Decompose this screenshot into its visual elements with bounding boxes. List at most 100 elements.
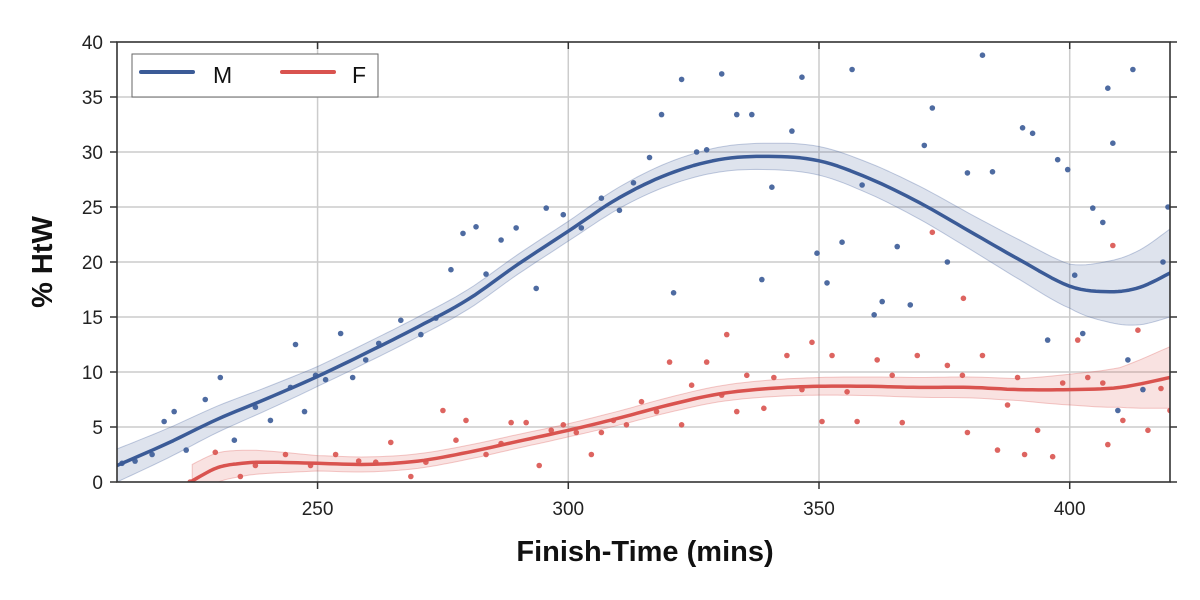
data-point-f: [688, 382, 695, 389]
y-tick-label: 30: [82, 143, 103, 164]
data-point-m: [473, 224, 479, 230]
data-point-m: [824, 280, 830, 286]
data-point-f: [1004, 402, 1011, 408]
data-point-m: [907, 302, 914, 308]
data-point-m: [718, 71, 725, 77]
data-point-f: [1014, 374, 1021, 381]
data-point-f: [819, 418, 825, 425]
data-point-m: [598, 195, 605, 201]
data-point-f: [408, 473, 414, 480]
data-point-m: [929, 105, 936, 111]
data-point-m: [231, 437, 238, 444]
ci-band-f: [191, 346, 1170, 482]
data-point-m: [183, 447, 189, 453]
data-point-f: [771, 374, 777, 381]
data-point-f: [387, 439, 394, 446]
data-point-m: [733, 111, 740, 118]
data-point-f: [523, 419, 529, 426]
data-point-f: [573, 429, 580, 436]
data-point-m: [859, 182, 865, 188]
data-point-m: [171, 408, 177, 415]
data-point-f: [1084, 374, 1091, 381]
data-point-m: [362, 357, 369, 363]
y-tick-label: 0: [92, 473, 103, 494]
data-point-f: [1074, 337, 1081, 343]
data-point-f: [1100, 380, 1106, 386]
fit-line-m: [117, 154, 1170, 468]
data-point-f: [899, 419, 906, 426]
y-tick-label: 25: [82, 198, 103, 219]
data-point-m: [799, 74, 805, 80]
confidence-bands: [117, 142, 1170, 482]
data-point-f: [844, 389, 850, 395]
data-point-f: [784, 352, 790, 359]
data-point-m: [894, 243, 901, 250]
data-point-f: [1021, 451, 1028, 458]
fit-line-f: [190, 375, 1170, 482]
data-point-m: [670, 290, 677, 296]
data-point-m: [1130, 66, 1136, 73]
data-point-m: [849, 66, 855, 73]
legend-label-f: F: [352, 62, 366, 88]
data-point-m: [149, 451, 155, 458]
data-point-f: [1135, 327, 1141, 334]
legend-label-m: M: [213, 62, 232, 88]
y-tick-label: 5: [92, 418, 103, 439]
data-point-m: [349, 374, 356, 381]
data-point-m: [560, 211, 567, 218]
data-point-m: [322, 376, 329, 383]
data-point-m: [398, 317, 404, 324]
data-point-m: [1089, 205, 1096, 211]
data-point-f: [282, 451, 289, 458]
data-point-m: [1125, 357, 1131, 363]
data-point-m: [1071, 272, 1078, 279]
data-point-m: [616, 207, 623, 214]
data-point-m: [1110, 140, 1116, 146]
data-point-m: [1044, 337, 1051, 343]
data-point-f: [854, 418, 860, 425]
data-point-f: [588, 451, 595, 458]
data-point-f: [929, 229, 936, 236]
data-point-f: [979, 352, 986, 359]
data-point-f: [212, 449, 219, 456]
data-point-m: [1165, 204, 1170, 210]
x-tick-label: 250: [302, 499, 334, 520]
data-point-f: [1105, 441, 1111, 448]
data-point-f: [1120, 417, 1126, 424]
data-point-m: [759, 276, 765, 283]
data-point-m: [292, 341, 299, 348]
data-point-f: [1158, 385, 1164, 392]
data-point-f: [508, 419, 514, 426]
data-point-m: [921, 142, 928, 149]
y-tick-label: 10: [82, 363, 103, 384]
data-point-m: [161, 418, 167, 425]
data-point-m: [789, 128, 795, 134]
data-point-f: [237, 473, 244, 480]
data-point-f: [874, 357, 880, 363]
data-point-f: [914, 352, 921, 359]
data-point-f: [355, 458, 362, 464]
data-point-f: [332, 451, 339, 458]
data-point-m: [979, 52, 986, 58]
data-point-m: [448, 266, 454, 273]
data-point-f: [1059, 380, 1066, 386]
data-point-f: [598, 429, 605, 436]
data-point-m: [543, 205, 550, 211]
data-point-m: [513, 225, 519, 231]
data-point-f: [678, 422, 685, 428]
data-point-f: [536, 462, 543, 469]
data-point-m: [267, 417, 274, 424]
axis-ticks: 250 300 350 400 0 5 10 15 20 25 30 35 40: [82, 33, 1177, 520]
data-point-m: [693, 149, 700, 155]
data-point-m: [769, 184, 775, 190]
data-point-f: [723, 331, 730, 338]
data-point-m: [703, 147, 710, 153]
data-point-f: [623, 422, 630, 428]
data-point-m: [964, 170, 971, 176]
data-point-f: [1034, 427, 1041, 434]
data-point-m: [989, 169, 996, 175]
data-point-m: [1029, 130, 1036, 137]
data-point-m: [879, 298, 885, 305]
x-tick-label: 400: [1054, 499, 1086, 520]
